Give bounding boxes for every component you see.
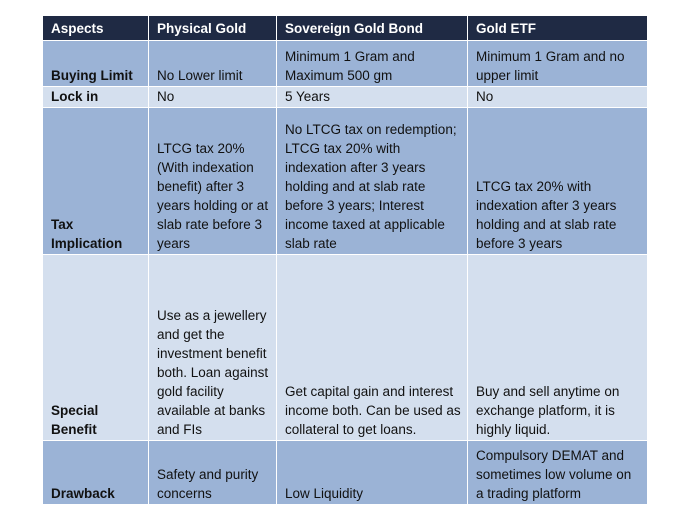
physical-gold-cell: LTCG tax 20% (With indexation benefit) a… bbox=[148, 107, 277, 255]
gold-etf-cell: No bbox=[467, 86, 647, 108]
gold-etf-cell: LTCG tax 20% with indexation after 3 yea… bbox=[467, 107, 647, 255]
header-row: Aspects Physical Gold Sovereign Gold Bon… bbox=[42, 15, 647, 41]
header-physical-gold: Physical Gold bbox=[148, 15, 277, 41]
physical-gold-cell: Safety and purity concerns bbox=[148, 440, 277, 505]
table-header: Aspects Physical Gold Sovereign Gold Bon… bbox=[42, 15, 647, 41]
gold-comparison-table: Aspects Physical Gold Sovereign Gold Bon… bbox=[42, 15, 647, 505]
table-row-buying-limit: Buying Limit No Lower limit Minimum 1 Gr… bbox=[42, 40, 647, 87]
comparison-table-container: Aspects Physical Gold Sovereign Gold Bon… bbox=[42, 15, 647, 512]
gold-etf-cell: Compulsory DEMAT and sometimes low volum… bbox=[467, 440, 647, 505]
aspect-cell: Tax Implication bbox=[42, 107, 149, 255]
aspect-cell: Buying Limit bbox=[42, 40, 149, 87]
physical-gold-cell: Use as a jewellery and get the investmen… bbox=[148, 254, 277, 441]
table-body: Buying Limit No Lower limit Minimum 1 Gr… bbox=[42, 40, 647, 505]
table-row-drawback: Drawback Safety and purity concerns Low … bbox=[42, 440, 647, 505]
table-row-lock-in: Lock in No 5 Years No bbox=[42, 86, 647, 108]
sovereign-gold-bond-cell: Low Liquidity bbox=[276, 440, 468, 505]
table-row-tax-implication: Tax Implication LTCG tax 20% (With index… bbox=[42, 107, 647, 255]
gold-etf-cell: Buy and sell anytime on exchange platfor… bbox=[467, 254, 647, 441]
physical-gold-cell: No Lower limit bbox=[148, 40, 277, 87]
sovereign-gold-bond-cell: No LTCG tax on redemption; LTCG tax 20% … bbox=[276, 107, 468, 255]
table-row-special-benefit: Special Benefit Use as a jewellery and g… bbox=[42, 254, 647, 441]
header-sovereign-gold-bond: Sovereign Gold Bond bbox=[276, 15, 468, 41]
gold-etf-cell: Minimum 1 Gram and no upper limit bbox=[467, 40, 647, 87]
header-gold-etf: Gold ETF bbox=[467, 15, 647, 41]
aspect-cell: Drawback bbox=[42, 440, 149, 505]
aspect-cell: Special Benefit bbox=[42, 254, 149, 441]
sovereign-gold-bond-cell: Get capital gain and interest income bot… bbox=[276, 254, 468, 441]
sovereign-gold-bond-cell: Minimum 1 Gram and Maximum 500 gm bbox=[276, 40, 468, 87]
header-aspects: Aspects bbox=[42, 15, 149, 41]
physical-gold-cell: No bbox=[148, 86, 277, 108]
aspect-cell: Lock in bbox=[42, 86, 149, 108]
sovereign-gold-bond-cell: 5 Years bbox=[276, 86, 468, 108]
